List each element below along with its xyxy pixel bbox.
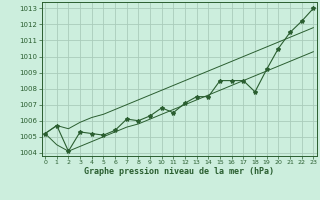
- X-axis label: Graphe pression niveau de la mer (hPa): Graphe pression niveau de la mer (hPa): [84, 167, 274, 176]
